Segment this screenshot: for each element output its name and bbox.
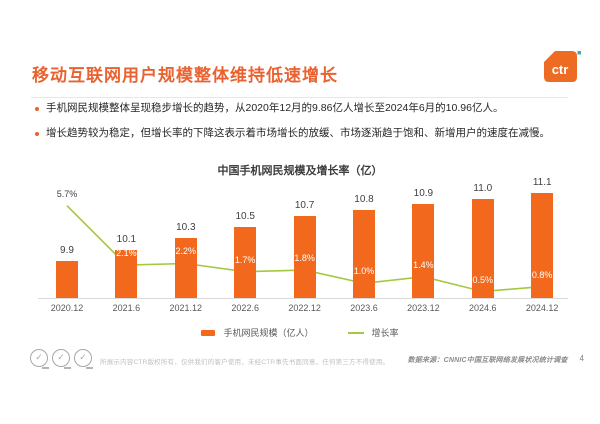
x-axis-label: 2024.12 xyxy=(525,303,559,313)
page-number: 4 xyxy=(579,354,584,363)
x-axis-label: 2020.12 xyxy=(50,303,84,313)
bar-2022.12 xyxy=(293,215,316,298)
footer: ✓ ✓ ✓ 所展示内容CTR版权所有，仅供我们的客户使用，未经CTR事先书面同意… xyxy=(30,349,584,369)
chart-title: 中国手机网民规模及增长率（亿） xyxy=(217,165,383,177)
bar-value-label: 10.1 xyxy=(116,233,137,245)
growth-rate-label: 0.5% xyxy=(472,274,494,285)
x-axis-line xyxy=(38,298,568,299)
bullet-list: 手机网民规模整体呈现稳步增长的趋势，从2020年12月的9.86亿人增长至202… xyxy=(33,102,573,152)
page-title: 移动互联网用户规模整体维持低速增长 xyxy=(32,66,338,85)
bar-2024.12 xyxy=(531,193,554,298)
certification-stamp-icon: ✓ xyxy=(30,349,49,369)
bullet-item: 增长趋势较为稳定，但增长率的下降这表示着市场增长的放缓、市场逐渐趋于饱和、新增用… xyxy=(33,127,573,140)
chart-plot: 9.9 5.7% 2020.12 10.1 2.1% 2021.6 10.3 2.2% 2021… xyxy=(38,177,568,320)
legend-bar-label: 手机网民规模（亿人） xyxy=(223,328,314,338)
growth-rate-label: 1.8% xyxy=(294,253,315,264)
legend-line-label: 增长率 xyxy=(371,328,399,338)
bar-value-label: 11.1 xyxy=(532,177,552,189)
bar-2023.6 xyxy=(353,210,375,298)
x-axis-label: 2022.6 xyxy=(231,303,259,313)
certification-stamp-icon: ✓ xyxy=(52,349,71,369)
bullet-dot-icon xyxy=(35,132,39,136)
bar-value-label: 10.5 xyxy=(235,211,255,223)
growth-rate-label: 1.7% xyxy=(234,254,256,265)
growth-rate-label: 0.8% xyxy=(531,269,553,280)
x-axis-label: 2023.12 xyxy=(407,303,440,313)
bar-value-label: 10.9 xyxy=(413,188,434,200)
bar-2022.6 xyxy=(234,227,257,298)
growth-rate-label: 2.1% xyxy=(116,248,137,259)
legend-bar-swatch-icon xyxy=(201,329,216,336)
x-axis-label: 2024.6 xyxy=(469,303,497,313)
growth-rate-label: 1.0% xyxy=(353,266,375,277)
bar-2023.12 xyxy=(412,204,435,298)
bar-value-label: 9.9 xyxy=(60,245,74,257)
ctr-logo-icon: ctr xyxy=(544,51,581,82)
chart-legend: 手机网民规模（亿人） 增长率 xyxy=(0,326,600,339)
bar-value-label: 10.7 xyxy=(294,199,315,211)
bar-2020.12 xyxy=(56,261,78,298)
copyright-disclaimer: 所展示内容CTR版权所有，仅供我们的客户使用，未经CTR事先书面同意，任何第三方… xyxy=(100,359,390,366)
bar-value-label: 10.3 xyxy=(176,222,196,234)
title-divider xyxy=(31,97,568,98)
certification-stamps: ✓ ✓ ✓ xyxy=(30,349,93,369)
growth-rate-label: 2.2% xyxy=(175,246,197,257)
x-axis-label: 2022.12 xyxy=(288,303,321,313)
bar-2021.6 xyxy=(115,249,138,298)
certification-stamp-icon: ✓ xyxy=(74,349,93,369)
bar-2024.6 xyxy=(471,198,494,298)
growth-rate-label: 1.4% xyxy=(413,259,434,270)
bar-value-label: 11.0 xyxy=(473,182,493,194)
ctr-logo: ctr xyxy=(541,49,581,86)
bullet-text: 增长趋势较为稳定，但增长率的下降这表示着市场增长的放缓、市场逐渐趋于饱和、新增用… xyxy=(46,127,550,139)
bullet-dot-icon xyxy=(35,107,39,111)
x-axis-label: 2021.6 xyxy=(112,303,141,313)
x-axis-label: 2023.6 xyxy=(350,303,378,313)
ctr-logo-text: ctr xyxy=(552,62,569,77)
bar-2021.12 xyxy=(174,238,197,298)
x-axis-label: 2021.12 xyxy=(169,303,203,313)
legend-line-swatch-icon xyxy=(347,331,364,334)
data-source-note: 数据来源：CNNIC中国互联网络发展状况统计调查 xyxy=(407,357,568,364)
bullet-text: 手机网民规模整体呈现稳步增长的趋势，从2020年12月的9.86亿人增长至202… xyxy=(46,102,504,114)
bar-value-label: 10.8 xyxy=(354,194,374,206)
growth-rate-label: 5.7% xyxy=(56,188,78,199)
bullet-item: 手机网民规模整体呈现稳步增长的趋势，从2020年12月的9.86亿人增长至202… xyxy=(33,102,573,115)
